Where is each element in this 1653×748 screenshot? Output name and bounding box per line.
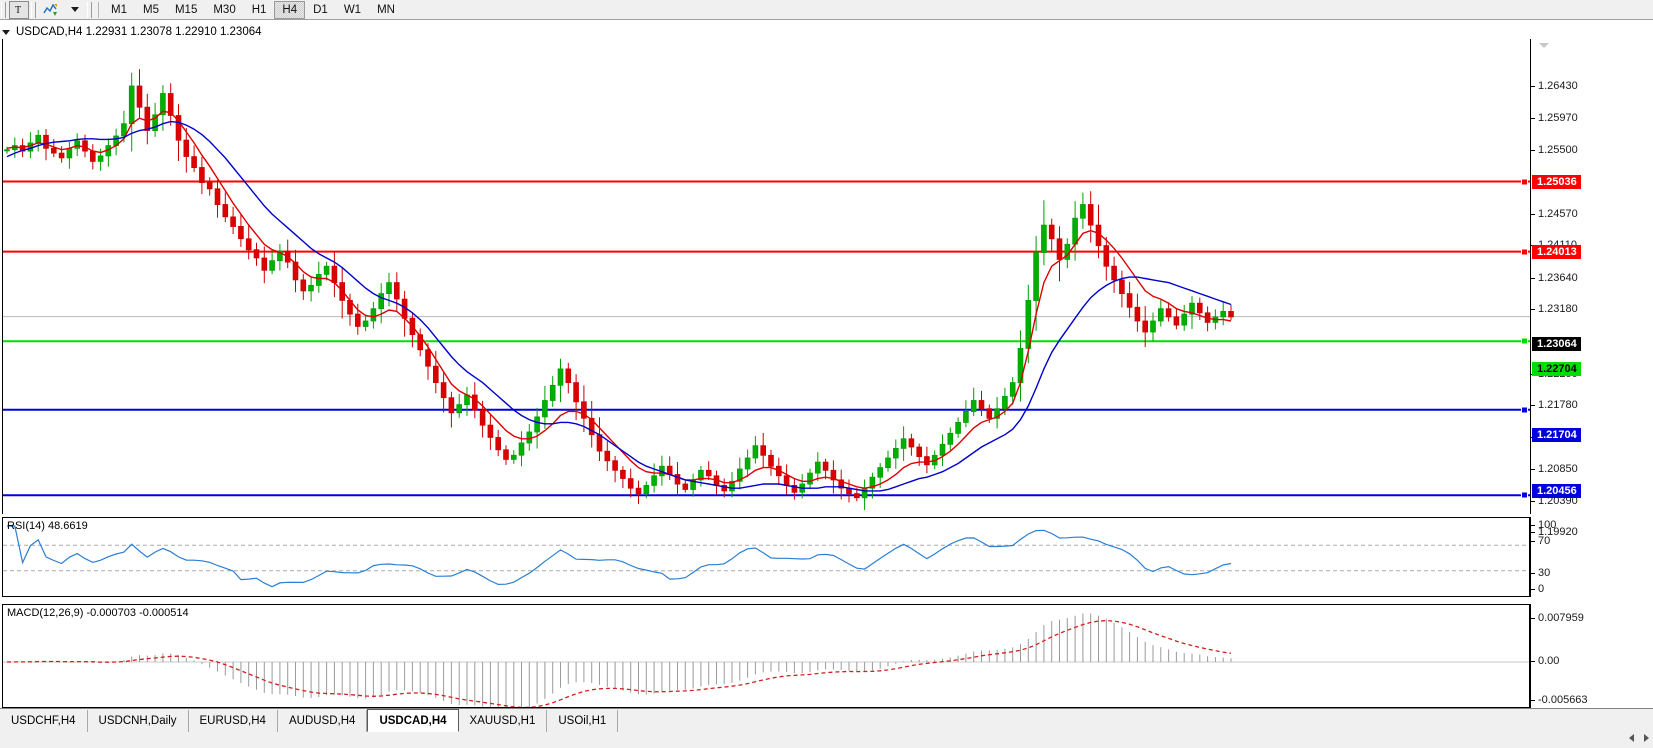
macd-tick xyxy=(1531,700,1535,701)
current-price-tag[interactable]: 1.23064 xyxy=(1532,337,1581,351)
tab-scroll-controls xyxy=(1629,734,1649,742)
level-anchor-1.20456[interactable] xyxy=(1521,491,1528,499)
rsi-subwindow[interactable]: RSI(14) 48.6619 xyxy=(2,517,1530,597)
price-tick xyxy=(1531,214,1535,215)
timeframe-h1[interactable]: H1 xyxy=(251,3,267,16)
price-tick-label: 1.25970 xyxy=(1538,112,1578,124)
level-anchor-1.25036[interactable] xyxy=(1521,178,1528,185)
chart-window: USDCAD,H4 1.22931 1.23078 1.22910 1.2306… xyxy=(0,20,1653,722)
price-tick-label: 1.20850 xyxy=(1538,463,1578,475)
toolbar-grip-3[interactable] xyxy=(87,1,92,18)
macd-plot-area xyxy=(3,605,1529,707)
level-tag-1.20456[interactable]: 1.20456 xyxy=(1532,484,1581,498)
price-tick-label: 1.25500 xyxy=(1538,144,1578,156)
toolbar-separator xyxy=(98,1,99,18)
chart-tab-audusd-h4[interactable]: AUDUSD,H4 xyxy=(277,710,368,732)
level-anchor-1.24013[interactable] xyxy=(1521,248,1528,256)
chart-tab-usdchf-h4[interactable]: USDCHF,H4 xyxy=(0,710,88,732)
chart-header: USDCAD,H4 1.22931 1.23078 1.22910 1.2306… xyxy=(2,25,262,39)
price-tick xyxy=(1531,532,1535,533)
chevron-down-icon[interactable] xyxy=(65,1,85,19)
rsi-scale-label: 100 xyxy=(1538,519,1557,531)
chart-tab-bar: USDCHF,H4 USDCNH,Daily EURUSD,H4 AUDUSD,H4 U… xyxy=(0,708,1653,748)
indicators-icon[interactable] xyxy=(39,1,63,19)
svg-text:T: T xyxy=(15,5,21,15)
timeframe-d1[interactable]: D1 xyxy=(313,3,328,16)
macd-scale-label: 0.007959 xyxy=(1538,612,1584,624)
macd-scale-label: -0.005663 xyxy=(1538,694,1588,706)
macd-tick xyxy=(1531,661,1535,662)
rsi-axis: 100 70 30 0 xyxy=(1530,517,1651,597)
price-tick xyxy=(1531,278,1535,279)
chart-tab-usdcad-h4[interactable]: USDCAD,H4 xyxy=(367,709,459,732)
price-tick xyxy=(1531,469,1535,470)
chart-tab-usdcnh-daily[interactable]: USDCNH,Daily xyxy=(87,710,189,732)
macd-subwindow[interactable]: MACD(12,26,9) -0.000703 -0.000514 xyxy=(2,604,1530,708)
price-tick xyxy=(1531,309,1535,310)
price-chart-pane[interactable] xyxy=(2,39,1530,514)
timeframe-m1[interactable]: M1 xyxy=(111,3,127,16)
text-tool-icon[interactable]: T xyxy=(9,0,29,19)
timeframe-m15[interactable]: M15 xyxy=(174,3,198,16)
rsi-label: RSI(14) 48.6619 xyxy=(7,520,88,532)
macd-label: MACD(12,26,9) -0.000703 -0.000514 xyxy=(7,607,189,619)
price-tick xyxy=(1531,86,1535,87)
rsi-scale-label: 30 xyxy=(1538,567,1551,579)
level-anchor-1.21704[interactable] xyxy=(1521,406,1528,414)
level-tag-1.24013[interactable]: 1.24013 xyxy=(1532,245,1581,259)
rsi-scale-label: 0 xyxy=(1538,583,1545,595)
macd-tick xyxy=(1531,618,1535,619)
price-tick xyxy=(1531,405,1535,406)
top-toolbar: T M1 M5 M15 M30 H1 H4 D1 W1 MN xyxy=(0,0,1653,20)
timeframe-group: M1 M5 M15 M30 H1 H4 D1 W1 MN xyxy=(103,0,403,19)
rsi-tick xyxy=(1531,541,1535,542)
price-tick-label: 1.19920 xyxy=(1538,526,1578,538)
chart-tab-usoil-h1[interactable]: USOil,H1 xyxy=(547,710,619,732)
price-tick-label: 1.23180 xyxy=(1538,303,1578,315)
timeframe-h4[interactable]: H4 xyxy=(274,0,306,19)
chart-tab-xauusd-h1[interactable]: XAUUSD,H1 xyxy=(458,710,548,732)
level-tag-1.25036[interactable]: 1.25036 xyxy=(1532,175,1581,189)
level-tag-1.21704[interactable]: 1.21704 xyxy=(1532,428,1581,442)
tabs-container: USDCHF,H4 USDCNH,Daily EURUSD,H4 AUDUSD,H4 U… xyxy=(0,709,619,732)
toolbar-grip[interactable] xyxy=(1,1,6,18)
level-tag-1.22704[interactable]: 1.22704 xyxy=(1532,362,1581,376)
price-tick xyxy=(1531,150,1535,151)
timeframe-m30[interactable]: M30 xyxy=(213,3,236,16)
timeframe-mn[interactable]: MN xyxy=(377,3,395,16)
price-axis[interactable]: 1.264301.259701.255001.245701.241101.236… xyxy=(1530,39,1651,538)
price-tick-label: 1.24570 xyxy=(1538,208,1578,220)
level-anchor-1.22704[interactable] xyxy=(1521,337,1528,345)
price-tick-label: 1.20390 xyxy=(1538,495,1578,507)
rsi-scale-label: 70 xyxy=(1538,535,1551,547)
rsi-tick xyxy=(1531,525,1535,526)
macd-scale-label: 0.00 xyxy=(1538,655,1560,667)
rsi-tick xyxy=(1531,589,1535,590)
triangle-down-icon[interactable] xyxy=(2,29,10,35)
price-tick xyxy=(1531,118,1535,119)
macd-axis: 0.007959 0.00 -0.005663 xyxy=(1530,604,1651,708)
chart-scroll-marker[interactable] xyxy=(1539,43,1549,48)
chart-symbol-ohlc: USDCAD,H4 1.22931 1.23078 1.22910 1.2306… xyxy=(16,26,262,38)
rsi-plot-area xyxy=(3,518,1529,596)
price-tick xyxy=(1531,501,1535,502)
timeframe-w1[interactable]: W1 xyxy=(343,3,362,16)
price-plot-area xyxy=(3,39,1530,514)
scroll-left-icon[interactable] xyxy=(1629,734,1634,742)
toolbar-grip-2[interactable] xyxy=(31,1,36,18)
price-tick-label: 1.26430 xyxy=(1538,80,1578,92)
chart-tab-eurusd-h4[interactable]: EURUSD,H4 xyxy=(188,710,278,732)
price-tick-label: 1.23640 xyxy=(1538,272,1578,284)
scroll-right-icon[interactable] xyxy=(1644,734,1649,742)
timeframe-m5[interactable]: M5 xyxy=(142,3,159,16)
rsi-tick xyxy=(1531,573,1535,574)
price-tick-label: 1.21780 xyxy=(1538,399,1578,411)
